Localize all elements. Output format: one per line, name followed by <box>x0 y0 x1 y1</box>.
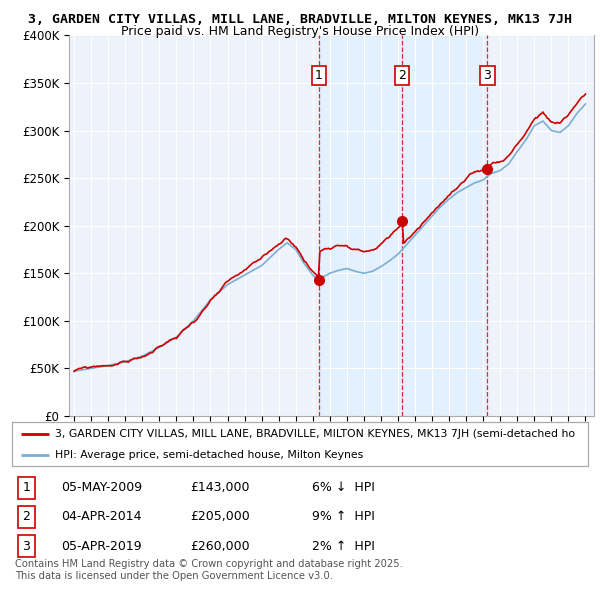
Bar <box>319 35 487 416</box>
Text: 3, GARDEN CITY VILLAS, MILL LANE, BRADVILLE, MILTON KEYNES, MK13 7JH: 3, GARDEN CITY VILLAS, MILL LANE, BRADVI… <box>28 13 572 26</box>
Text: 3: 3 <box>484 69 491 82</box>
Text: £260,000: £260,000 <box>191 539 250 553</box>
Text: 2: 2 <box>398 69 406 82</box>
Text: Contains HM Land Registry data © Crown copyright and database right 2025.: Contains HM Land Registry data © Crown c… <box>15 559 403 569</box>
Text: HPI: Average price, semi-detached house, Milton Keynes: HPI: Average price, semi-detached house,… <box>55 450 364 460</box>
Text: 6% ↓  HPI: 6% ↓ HPI <box>311 481 374 494</box>
Text: £143,000: £143,000 <box>191 481 250 494</box>
Text: 3, GARDEN CITY VILLAS, MILL LANE, BRADVILLE, MILTON KEYNES, MK13 7JH (semi-detac: 3, GARDEN CITY VILLAS, MILL LANE, BRADVI… <box>55 430 575 439</box>
Text: 3: 3 <box>22 539 31 553</box>
Text: 1: 1 <box>22 481 31 494</box>
Text: 05-MAY-2009: 05-MAY-2009 <box>61 481 142 494</box>
Text: Price paid vs. HM Land Registry's House Price Index (HPI): Price paid vs. HM Land Registry's House … <box>121 25 479 38</box>
Text: 04-APR-2014: 04-APR-2014 <box>61 510 142 523</box>
Text: This data is licensed under the Open Government Licence v3.0.: This data is licensed under the Open Gov… <box>15 571 333 581</box>
Text: £205,000: £205,000 <box>191 510 250 523</box>
Text: 2% ↑  HPI: 2% ↑ HPI <box>311 539 374 553</box>
Text: 2: 2 <box>22 510 31 523</box>
Text: 1: 1 <box>315 69 323 82</box>
Text: 05-APR-2019: 05-APR-2019 <box>61 539 142 553</box>
Text: 9% ↑  HPI: 9% ↑ HPI <box>311 510 374 523</box>
